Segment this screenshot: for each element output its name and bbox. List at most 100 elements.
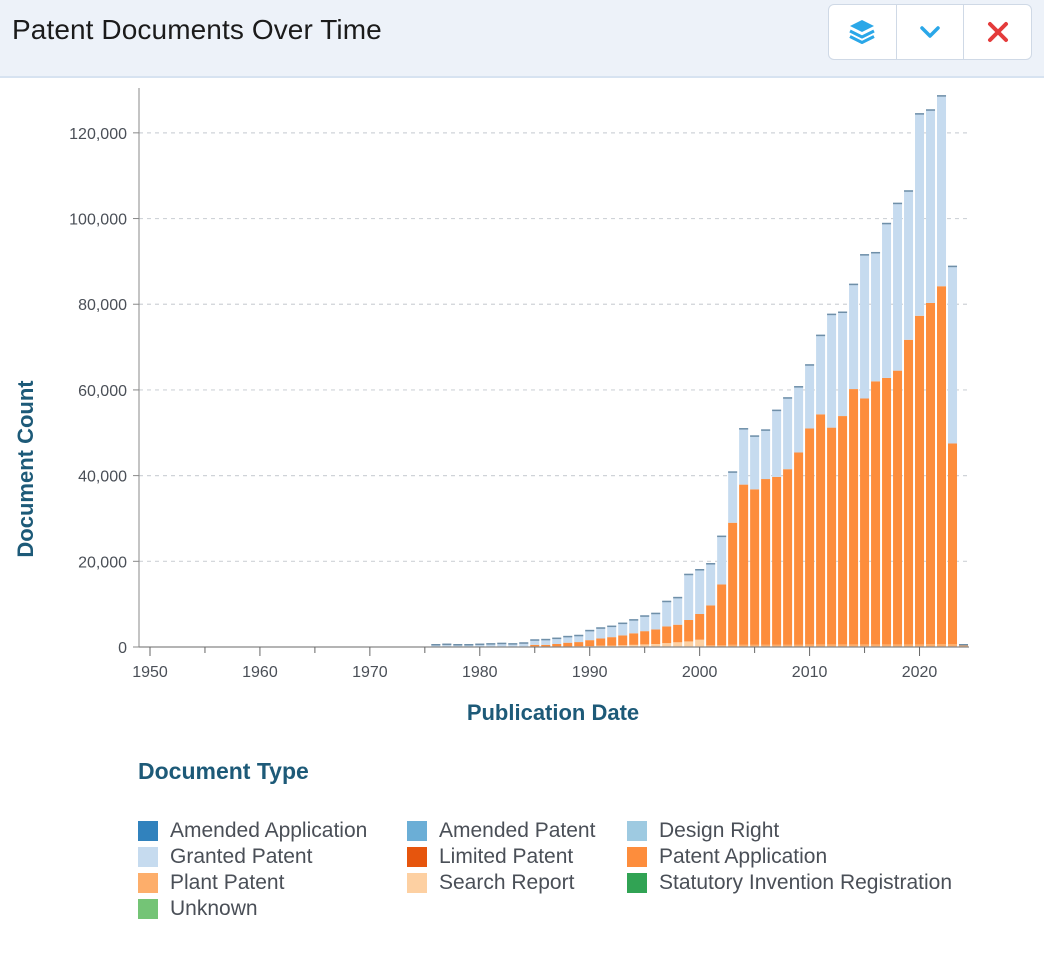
bar-1977[interactable] xyxy=(442,643,452,647)
bar-2004[interactable] xyxy=(739,428,749,647)
bar-segment[interactable] xyxy=(750,435,760,490)
bar-segment[interactable] xyxy=(750,644,760,647)
bar-segment[interactable] xyxy=(794,386,804,453)
bar-segment[interactable] xyxy=(728,471,738,523)
bar-segment[interactable] xyxy=(948,443,958,645)
bar-2022[interactable] xyxy=(937,95,947,647)
legend-item[interactable]: Design Right xyxy=(627,818,779,844)
bar-segment[interactable] xyxy=(574,642,584,647)
bar-2020[interactable] xyxy=(915,113,925,647)
bar-segment[interactable] xyxy=(772,644,782,647)
bar-segment[interactable] xyxy=(761,479,771,645)
bar-segment[interactable] xyxy=(827,644,837,647)
bar-segment[interactable] xyxy=(761,429,771,480)
bar-segment[interactable] xyxy=(816,644,826,647)
bar-segment[interactable] xyxy=(651,644,661,647)
bar-segment[interactable] xyxy=(728,522,738,645)
bar-1978[interactable] xyxy=(453,644,463,647)
bar-segment[interactable] xyxy=(915,644,925,647)
bar-2006[interactable] xyxy=(761,429,771,647)
bar-segment[interactable] xyxy=(673,642,683,647)
bar-segment[interactable] xyxy=(904,190,914,340)
bar-segment[interactable] xyxy=(629,619,639,634)
bar-segment[interactable] xyxy=(838,311,848,417)
bar-segment[interactable] xyxy=(596,645,606,647)
bar-segment[interactable] xyxy=(662,626,672,644)
bar-segment[interactable] xyxy=(816,334,826,415)
bar-segment[interactable] xyxy=(530,639,540,645)
bar-segment[interactable] xyxy=(717,584,727,646)
bar-1997[interactable] xyxy=(662,600,672,647)
bar-segment[interactable] xyxy=(728,644,738,647)
bar-segment[interactable] xyxy=(915,113,925,316)
bar-segment[interactable] xyxy=(541,638,551,645)
bar-segment[interactable] xyxy=(739,428,749,485)
bar-segment[interactable] xyxy=(607,645,617,647)
bar-segment[interactable] xyxy=(849,644,859,647)
bar-1995[interactable] xyxy=(640,615,650,647)
bar-segment[interactable] xyxy=(695,569,705,615)
bar-segment[interactable] xyxy=(607,637,617,646)
bar-2016[interactable] xyxy=(871,251,881,647)
bar-segment[interactable] xyxy=(684,641,694,647)
bar-segment[interactable] xyxy=(926,302,936,645)
bar-segment[interactable] xyxy=(475,643,485,647)
bar-segment[interactable] xyxy=(574,634,584,643)
bar-segment[interactable] xyxy=(937,286,947,645)
layers-button[interactable] xyxy=(829,5,897,59)
bar-segment[interactable] xyxy=(442,643,452,647)
bar-1986[interactable] xyxy=(541,638,551,647)
bar-1991[interactable] xyxy=(596,627,606,647)
bar-2012[interactable] xyxy=(827,313,837,647)
bar-segment[interactable] xyxy=(893,370,903,645)
bar-segment[interactable] xyxy=(640,644,650,647)
bar-segment[interactable] xyxy=(893,644,903,647)
bar-segment[interactable] xyxy=(783,469,793,645)
bar-2013[interactable] xyxy=(838,311,848,647)
bar-segment[interactable] xyxy=(585,640,595,647)
bar-segment[interactable] xyxy=(585,629,595,641)
bar-segment[interactable] xyxy=(596,627,606,639)
collapse-button[interactable] xyxy=(897,5,965,59)
bar-segment[interactable] xyxy=(530,644,540,647)
bar-segment[interactable] xyxy=(937,644,947,647)
bar-2007[interactable] xyxy=(772,409,782,647)
legend-item[interactable]: Granted Patent xyxy=(138,844,312,870)
bar-segment[interactable] xyxy=(596,638,606,646)
bar-segment[interactable] xyxy=(805,644,815,647)
bar-segment[interactable] xyxy=(618,622,628,636)
bar-2018[interactable] xyxy=(893,202,903,647)
bar-segment[interactable] xyxy=(717,535,727,585)
legend-item[interactable]: Plant Patent xyxy=(138,870,284,896)
bar-segment[interactable] xyxy=(805,428,815,645)
bar-segment[interactable] xyxy=(739,644,749,647)
bar-segment[interactable] xyxy=(849,283,859,390)
bar-2005[interactable] xyxy=(750,435,760,647)
bar-segment[interactable] xyxy=(838,416,848,645)
bar-segment[interactable] xyxy=(871,644,881,647)
bar-segment[interactable] xyxy=(673,624,683,643)
legend-item[interactable]: Limited Patent xyxy=(407,844,573,870)
bar-2015[interactable] xyxy=(860,254,870,647)
bar-segment[interactable] xyxy=(552,644,562,647)
bar-2003[interactable] xyxy=(728,471,738,647)
legend-item[interactable]: Search Report xyxy=(407,870,574,896)
bar-segment[interactable] xyxy=(629,644,639,647)
bar-segment[interactable] xyxy=(662,600,672,627)
bar-segment[interactable] xyxy=(640,631,650,645)
bar-segment[interactable] xyxy=(893,202,903,371)
bar-1981[interactable] xyxy=(486,643,496,647)
bar-2011[interactable] xyxy=(816,334,826,647)
bar-1979[interactable] xyxy=(464,644,474,647)
bar-segment[interactable] xyxy=(563,635,573,643)
bar-segment[interactable] xyxy=(497,642,507,647)
bar-segment[interactable] xyxy=(651,629,661,645)
bar-2019[interactable] xyxy=(904,190,914,647)
bar-segment[interactable] xyxy=(860,254,870,399)
bar-segment[interactable] xyxy=(882,222,892,378)
bar-segment[interactable] xyxy=(684,573,694,621)
bar-segment[interactable] xyxy=(882,644,892,647)
bar-1988[interactable] xyxy=(563,635,573,648)
bar-1989[interactable] xyxy=(574,634,584,647)
bar-segment[interactable] xyxy=(651,612,661,630)
